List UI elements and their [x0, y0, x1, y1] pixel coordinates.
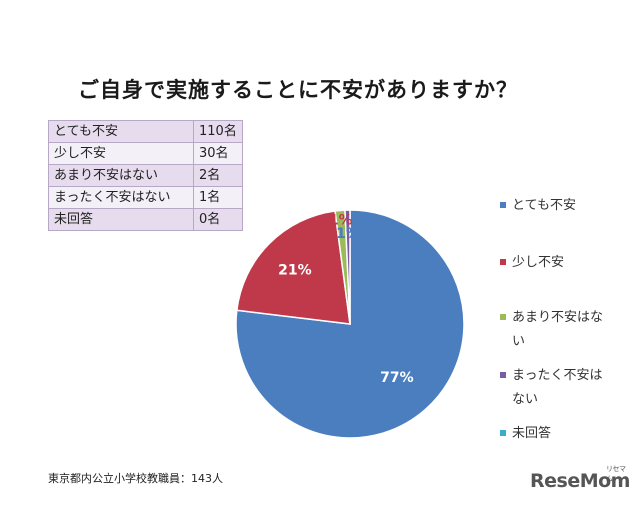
count-table: とても不安 110名 少し不安 30名 あまり不安はない 2名 まったく不安はな…: [48, 120, 243, 231]
legend-swatch: [500, 259, 506, 265]
table-cell-value: 1名: [193, 186, 243, 209]
pie-slice-labels: 77% 21% 1%1%: [278, 213, 414, 386]
table-cell-value: 0名: [193, 208, 243, 231]
table-cell-value: 110名: [193, 120, 243, 143]
slice-percent-label: 21%: [278, 263, 312, 279]
legend-swatch: [500, 372, 506, 378]
legend-item: まったく不安はない: [500, 364, 625, 412]
legend-swatch: [500, 202, 506, 208]
legend-label: 未回答: [512, 426, 552, 441]
legend-label: とても不安: [512, 198, 576, 213]
legend-item: あまり不安はない: [500, 306, 625, 354]
legend-item: とても不安: [500, 194, 625, 218]
pie-slices: [235, 209, 465, 439]
table-cell-value: 2名: [193, 164, 243, 187]
source-note: 東京都内公立小学校教職員：143人: [48, 472, 223, 485]
table-cell-label: あまり不安はない: [48, 164, 194, 187]
table-cell-label: 未回答: [48, 208, 194, 231]
table-row: まったく不安はない 1名: [48, 186, 243, 209]
logo-subtext: リセマム: [606, 465, 626, 483]
slice-percent-label: 77%: [380, 370, 414, 386]
pie-slice: [235, 210, 351, 325]
slice-percent-label: 1%: [336, 226, 360, 242]
logo-text: ReseMom: [530, 470, 630, 492]
resemom-logo: ReseMom リセマム: [530, 465, 630, 492]
slice-percent-label: 1%: [329, 213, 353, 229]
legend-item: 少し不安: [500, 251, 625, 275]
legend-swatch: [500, 314, 506, 320]
legend-label: 少し不安: [512, 255, 565, 270]
table-row: とても不安 110名: [48, 120, 243, 143]
legend-label: まったく不安はない: [512, 368, 603, 407]
table-row: あまり不安はない 2名: [48, 164, 243, 187]
pie-slice: [344, 209, 351, 325]
legend-label: あまり不安はない: [512, 310, 604, 349]
legend-swatch: [500, 430, 506, 436]
table-cell-label: まったく不安はない: [48, 186, 194, 209]
chart-title: ご自身で実施することに不安がありますか？: [78, 78, 518, 102]
legend-item: 未回答: [500, 422, 625, 446]
table-row: 未回答 0名: [48, 208, 243, 231]
